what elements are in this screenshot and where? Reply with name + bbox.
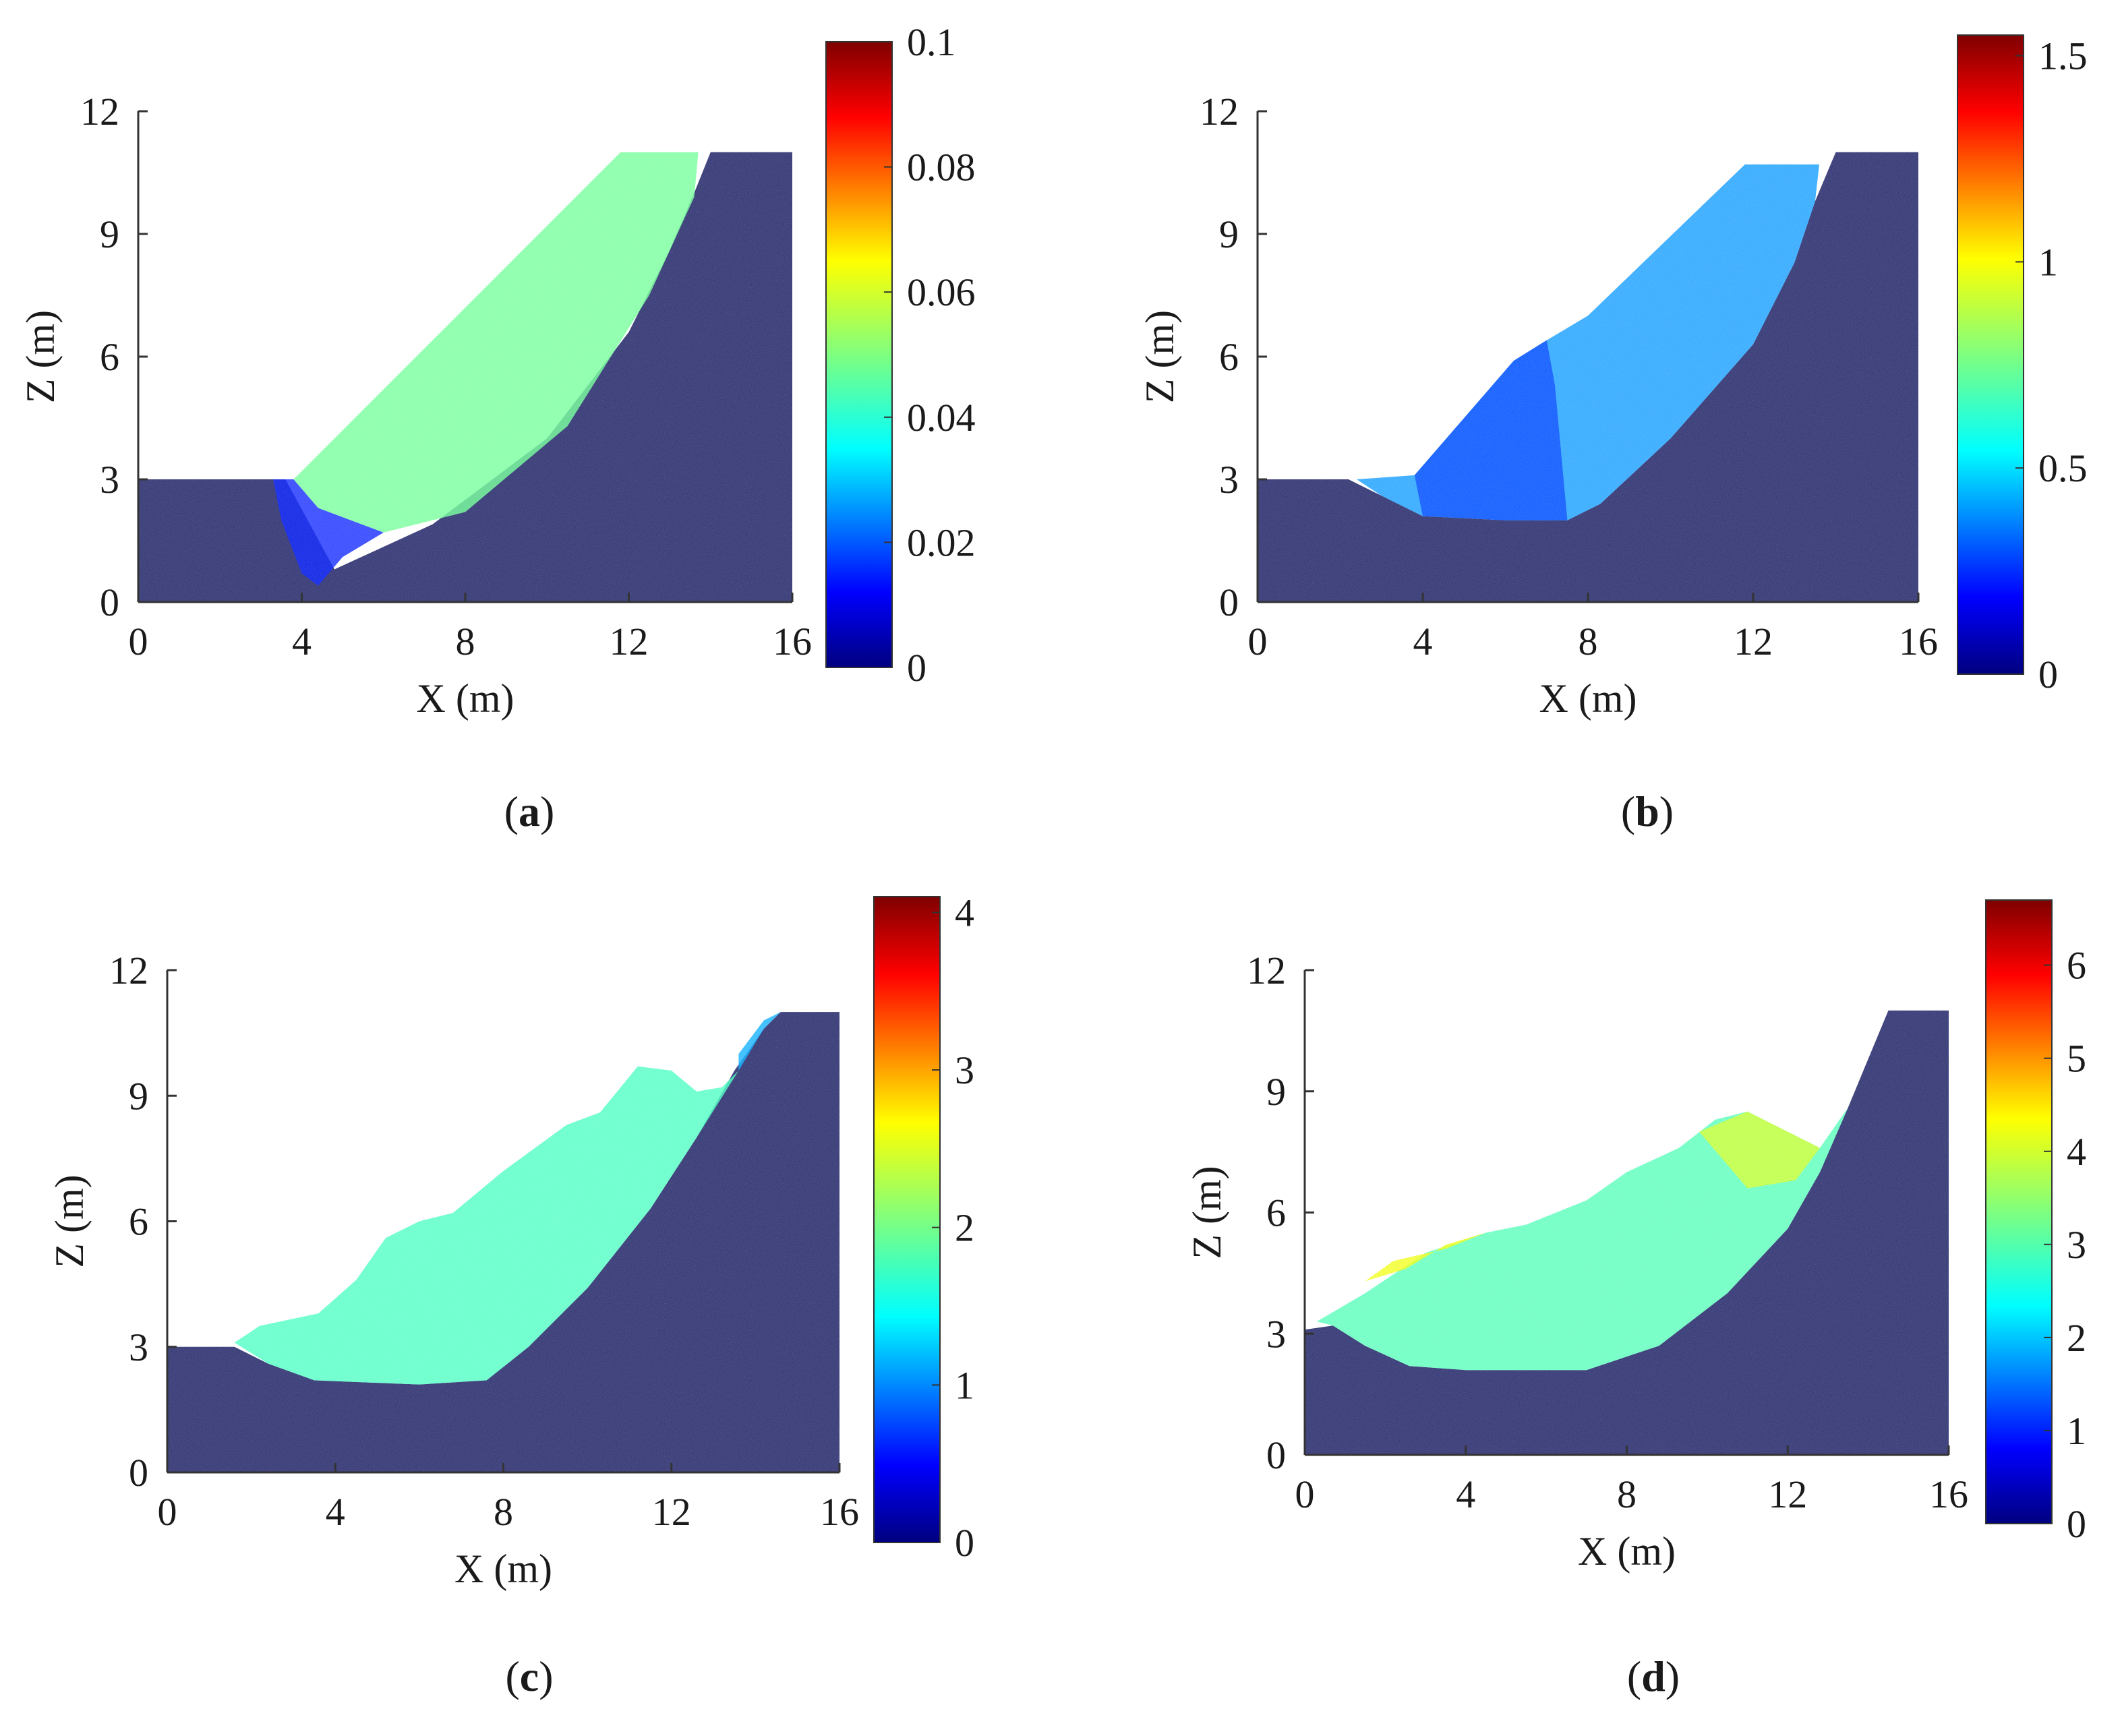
colorbar — [1957, 34, 2024, 675]
y-tick-label: 6 — [1219, 335, 1239, 379]
colorbar-tick-label: 0.02 — [907, 520, 976, 564]
colorbar-tick-label: 4 — [955, 891, 974, 934]
colorbar-tick-label: 3 — [955, 1048, 974, 1092]
caption-open: ( — [1621, 787, 1635, 835]
x-tick-label: 12 — [652, 1490, 691, 1534]
panel-caption: (d) — [1627, 1652, 1680, 1700]
caption-open: ( — [504, 787, 519, 835]
colorbar — [825, 41, 893, 668]
x-tick-label: 12 — [610, 620, 649, 663]
caption-close: ) — [540, 787, 554, 835]
y-tick-label: 3 — [1219, 458, 1239, 502]
y-tick-label: 12 — [80, 90, 119, 133]
colorbar — [1985, 899, 2053, 1524]
x-axis-label: X (m) — [454, 1547, 552, 1591]
y-tick-label: 0 — [129, 1451, 148, 1495]
panel-a: 0 4 8 12 16 0 3 6 9 12 X (m) Z (m) 0 0.02 0.04 0.06 0.08… — [18, 20, 976, 835]
colorbar-tick-label: 1.5 — [2038, 34, 2088, 78]
caption-letter: a — [519, 787, 540, 835]
colorbar-tick-label: 2 — [2067, 1316, 2086, 1360]
caption-letter: c — [520, 1652, 539, 1700]
y-tick-label: 0 — [100, 580, 119, 624]
y-tick-label: 0 — [1266, 1433, 1286, 1477]
caption-letter: b — [1635, 787, 1659, 835]
y-tick-label: 0 — [1219, 580, 1239, 624]
colorbar-tick-label: 1 — [955, 1363, 974, 1407]
x-tick-label: 16 — [773, 620, 812, 663]
x-tick-label: 0 — [129, 620, 148, 663]
x-axis-label: X (m) — [1539, 676, 1637, 721]
x-tick-label: 12 — [1734, 620, 1773, 663]
colorbar — [873, 896, 941, 1543]
y-axis-label: Z (m) — [18, 310, 63, 403]
x-tick-label: 8 — [1579, 620, 1598, 663]
colorbar-tick-label: 4 — [2067, 1130, 2086, 1174]
particle-texture — [138, 152, 792, 602]
particle-texture — [167, 1012, 839, 1472]
caption-close: ) — [1659, 787, 1674, 835]
x-tick-label: 16 — [820, 1490, 859, 1534]
y-tick-label: 3 — [1266, 1312, 1286, 1356]
panel-b: 0 4 8 12 16 0 3 6 9 12 X (m) Z (m) 0 0.5 1 1.5 (b) — [1138, 34, 2088, 835]
caption-close: ) — [539, 1652, 553, 1700]
x-axis-label: X (m) — [417, 676, 514, 721]
x-tick-label: 16 — [1929, 1472, 1968, 1516]
y-tick-label: 12 — [109, 949, 148, 992]
y-tick-label: 9 — [129, 1074, 148, 1118]
particle-texture — [1305, 1010, 1949, 1455]
particle-texture — [1258, 152, 1918, 602]
y-tick-label: 6 — [129, 1200, 148, 1244]
colorbar-tick-label: 0 — [907, 646, 926, 690]
panel-caption: (a) — [504, 787, 555, 835]
caption-open: ( — [505, 1652, 519, 1700]
colorbar-tick-label: 0.04 — [907, 396, 976, 440]
colorbar-tick-label: 0.1 — [907, 20, 956, 64]
y-tick-label: 9 — [100, 212, 119, 256]
x-tick-label: 4 — [292, 620, 312, 663]
y-axis-label: Z (m) — [1138, 310, 1182, 403]
y-tick-label: 12 — [1200, 90, 1239, 133]
y-tick-label: 3 — [100, 458, 119, 502]
x-tick-label: 16 — [1899, 620, 1938, 663]
x-tick-label: 0 — [1248, 620, 1268, 663]
colorbar-tick-label: 3 — [2067, 1223, 2086, 1267]
colorbar-tick-label: 0.5 — [2038, 446, 2088, 490]
colorbar-tick-label: 0.08 — [907, 146, 976, 189]
caption-open: ( — [1627, 1652, 1641, 1700]
panel-caption: (b) — [1621, 787, 1674, 835]
panel-caption: (c) — [505, 1652, 553, 1700]
x-tick-label: 4 — [326, 1490, 345, 1534]
colorbar-tick-label: 6 — [2067, 944, 2086, 988]
colorbar-tick-label: 1 — [2067, 1409, 2086, 1453]
y-axis-label: Z (m) — [1185, 1166, 1229, 1259]
x-axis-label: X (m) — [1578, 1529, 1676, 1574]
x-tick-label: 12 — [1768, 1472, 1807, 1516]
y-tick-label: 6 — [1266, 1191, 1286, 1235]
colorbar-tick-label: 1 — [2038, 240, 2058, 284]
colorbar-tick-label: 0 — [955, 1521, 974, 1565]
y-tick-label: 12 — [1247, 949, 1286, 992]
x-tick-label: 8 — [1617, 1472, 1637, 1516]
y-axis-label: Z (m) — [47, 1174, 92, 1267]
x-tick-label: 0 — [1295, 1472, 1315, 1516]
caption-close: ) — [1666, 1652, 1680, 1700]
colorbar-tick-label: 0.06 — [907, 270, 976, 314]
x-tick-label: 8 — [494, 1490, 513, 1534]
colorbar-tick-label: 0 — [2038, 653, 2058, 696]
colorbar-tick-label: 2 — [955, 1206, 974, 1250]
colorbar-tick-label: 5 — [2067, 1037, 2086, 1081]
x-tick-label: 8 — [456, 620, 475, 663]
x-tick-label: 4 — [1413, 620, 1433, 663]
caption-letter: d — [1641, 1652, 1666, 1700]
y-tick-label: 6 — [100, 335, 119, 379]
colorbar-tick-label: 0 — [2067, 1502, 2086, 1546]
y-tick-label: 3 — [129, 1325, 148, 1369]
y-tick-label: 9 — [1266, 1070, 1286, 1114]
y-tick-label: 9 — [1219, 212, 1239, 256]
x-tick-label: 0 — [158, 1490, 177, 1534]
x-tick-label: 4 — [1456, 1472, 1475, 1516]
